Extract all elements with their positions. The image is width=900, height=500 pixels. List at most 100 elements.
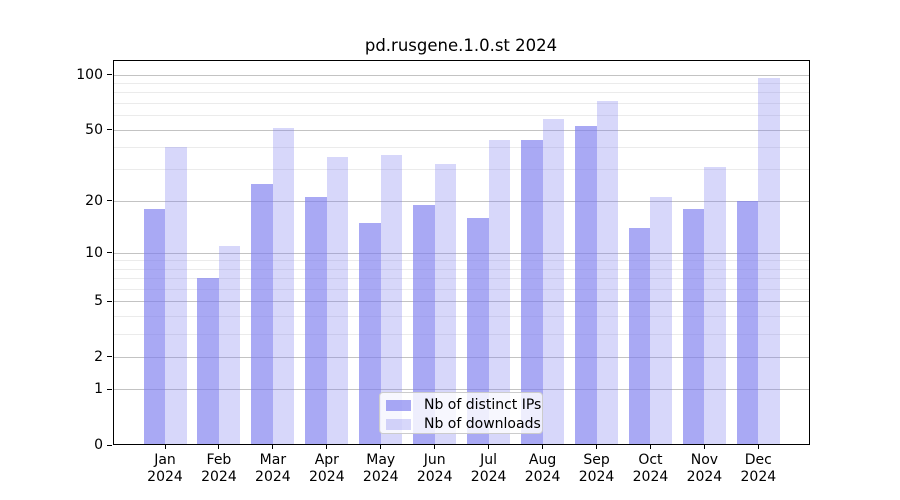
y-tick-label: 50 xyxy=(85,121,103,138)
x-tick-label: Aug 2024 xyxy=(508,452,578,486)
gridline-minor xyxy=(112,115,810,117)
x-tick-label-month: Apr xyxy=(314,452,339,468)
x-tick xyxy=(380,445,382,449)
x-tick xyxy=(272,445,274,449)
x-tick xyxy=(164,445,166,449)
y-tick xyxy=(107,300,112,302)
gridline-major xyxy=(112,74,810,76)
gridline-major xyxy=(112,389,810,391)
x-tick-label-month: Sep xyxy=(583,452,610,468)
x-tick-label-year: 2024 xyxy=(524,469,561,485)
x-tick xyxy=(542,445,544,449)
gridline-minor xyxy=(112,169,810,171)
gridline-major xyxy=(112,200,810,202)
gridline-minor xyxy=(112,288,810,290)
x-tick-label: Dec 2024 xyxy=(723,452,793,486)
y-tick-label: 10 xyxy=(85,244,103,261)
y-tick-label: 100 xyxy=(76,66,103,83)
x-tick-label-month: May xyxy=(366,452,396,468)
x-tick-label-year: 2024 xyxy=(686,469,723,485)
bar-feb-downloads xyxy=(218,245,241,445)
chart-title: pd.rusgene.1.0.st 2024 xyxy=(364,36,558,55)
x-tick-label-year: 2024 xyxy=(578,469,615,485)
x-tick-label-month: Dec xyxy=(744,452,772,468)
x-tick-label-year: 2024 xyxy=(740,469,777,485)
gridline-major xyxy=(112,356,810,358)
bar-jan-distinct-ips xyxy=(143,208,165,445)
legend-item-downloads: Nb of downloads xyxy=(386,417,542,432)
bar-sep-downloads xyxy=(596,100,619,445)
x-tick-label-year: 2024 xyxy=(416,469,453,485)
bar-nov-distinct-ips xyxy=(682,208,705,445)
x-tick-label-month: Aug xyxy=(528,452,557,468)
x-tick-label-year: 2024 xyxy=(308,469,345,485)
x-tick xyxy=(218,445,220,449)
x-tick-label: Oct 2024 xyxy=(615,452,685,486)
x-tick-label: Mar 2024 xyxy=(238,452,308,486)
y-tick xyxy=(107,252,112,254)
legend-item-distinct-ips: Nb of distinct IPs xyxy=(386,398,542,413)
x-tick-label-month: Jun xyxy=(423,452,446,468)
x-tick-label: Apr 2024 xyxy=(292,452,362,486)
bar-sep-distinct-ips xyxy=(575,126,597,445)
y-tick-label: 5 xyxy=(94,293,103,310)
x-tick-label-month: Feb xyxy=(206,452,232,468)
x-tick-label-year: 2024 xyxy=(362,469,399,485)
bar-apr-downloads xyxy=(326,157,349,445)
plot-area xyxy=(112,60,810,445)
x-tick-label-month: Mar xyxy=(259,452,287,468)
x-tick-label: May 2024 xyxy=(346,452,416,486)
gridline-major xyxy=(112,252,810,254)
x-tick-label-month: Nov xyxy=(690,452,719,468)
bar-aug-distinct-ips xyxy=(521,139,543,445)
gridline-major xyxy=(112,301,810,303)
x-tick-label: Feb 2024 xyxy=(184,452,254,486)
x-tick-label-year: 2024 xyxy=(470,469,507,485)
legend-label-downloads: Nb of downloads xyxy=(424,416,541,432)
x-tick-label-year: 2024 xyxy=(201,469,237,485)
gridline-minor xyxy=(112,278,810,280)
legend-swatch-downloads xyxy=(386,419,411,430)
y-tick xyxy=(107,388,112,390)
x-tick xyxy=(596,445,598,449)
bar-may-distinct-ips xyxy=(359,222,381,445)
bar-mar-distinct-ips xyxy=(251,183,273,445)
x-tick-label-month: Oct xyxy=(638,452,663,468)
y-tick-label: 20 xyxy=(85,192,103,209)
x-tick-label: Jun 2024 xyxy=(400,452,470,486)
x-tick-label-year: 2024 xyxy=(255,469,291,485)
gridline-major xyxy=(112,129,810,131)
x-tick xyxy=(488,445,490,449)
y-tick xyxy=(107,444,112,446)
x-tick-label-year: 2024 xyxy=(147,469,183,485)
x-tick-label-month: Jul xyxy=(480,452,498,468)
legend: Nb of distinct IPs Nb of downloads xyxy=(379,392,543,434)
y-tick-label: 2 xyxy=(94,348,103,365)
bar-dec-downloads xyxy=(758,77,780,445)
gridline-minor xyxy=(112,102,810,104)
gridline-minor xyxy=(112,260,810,262)
bar-dec-distinct-ips xyxy=(736,200,759,445)
x-tick xyxy=(757,445,759,449)
gridline-minor xyxy=(112,92,810,94)
x-tick xyxy=(649,445,651,449)
bar-jun-downloads xyxy=(434,164,457,445)
x-tick-label-month: Jan xyxy=(154,452,176,468)
y-tick xyxy=(107,356,112,358)
gridline-minor xyxy=(112,333,810,335)
x-tick-label: Jan 2024 xyxy=(130,452,200,486)
bar-apr-distinct-ips xyxy=(305,196,327,445)
gridline-minor xyxy=(112,83,810,85)
y-tick xyxy=(107,129,112,131)
bar-oct-downloads xyxy=(650,196,672,445)
bar-nov-downloads xyxy=(704,166,726,445)
x-tick xyxy=(326,445,328,449)
y-tick-label: 1 xyxy=(94,381,103,398)
x-tick-label: Nov 2024 xyxy=(669,452,739,486)
x-tick xyxy=(434,445,436,449)
gridline-minor xyxy=(112,147,810,149)
legend-label-distinct-ips: Nb of distinct IPs xyxy=(424,397,542,413)
gridline-minor xyxy=(112,315,810,317)
x-tick-label-year: 2024 xyxy=(632,469,669,485)
